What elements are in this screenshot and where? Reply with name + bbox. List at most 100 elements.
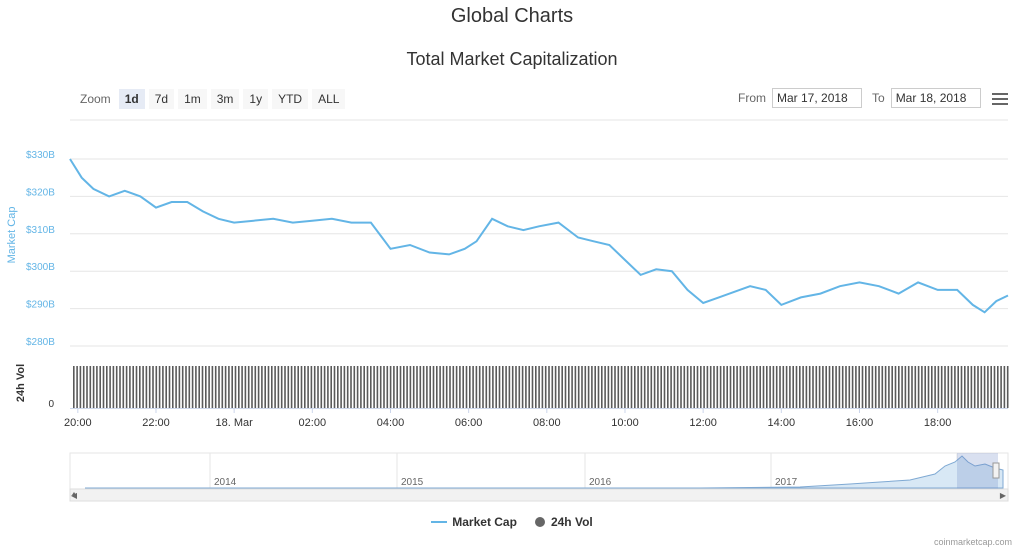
x-tick-label: 10:00: [611, 417, 639, 429]
volume-bar: [274, 366, 276, 408]
volume-bar: [964, 366, 966, 408]
volume-bar: [290, 366, 293, 408]
volume-bar: [462, 366, 464, 408]
volume-bar: [980, 366, 983, 408]
volume-bar: [630, 366, 633, 408]
to-date-input[interactable]: [890, 88, 981, 108]
volume-bar: [997, 366, 999, 408]
volume-bar: [92, 366, 95, 408]
volume-bar: [119, 366, 121, 408]
navigator-handle[interactable]: [992, 462, 1000, 479]
volume-bar: [610, 366, 613, 408]
volume-bar: [185, 366, 187, 408]
volume-bar: [472, 366, 474, 408]
volume-bar: [330, 366, 332, 408]
x-tick-label: 14:00: [768, 417, 796, 429]
volume-bar: [396, 366, 398, 408]
volume-bar: [914, 366, 917, 408]
zoom-label: Zoom: [80, 92, 111, 106]
volume-bar: [924, 366, 926, 408]
navigator-tick-label: 2015: [401, 477, 424, 488]
from-date-input[interactable]: [772, 88, 862, 108]
volume-bar: [383, 366, 385, 408]
volume-bar: [356, 366, 359, 408]
zoom-1d-button[interactable]: 1d: [118, 89, 145, 109]
volume-bar: [320, 366, 323, 408]
volume-bar: [214, 366, 217, 408]
volume-bar: [858, 366, 860, 408]
to-label: To: [872, 91, 885, 105]
line-swatch-icon: [431, 521, 448, 523]
volume-bar: [891, 366, 893, 408]
volume-bar: [673, 366, 676, 408]
x-tick-label: 12:00: [689, 417, 717, 429]
volume-bar: [848, 366, 851, 408]
date-range: From To: [738, 88, 991, 108]
volume-bar: [475, 366, 478, 408]
legend-24h-vol[interactable]: 24h Vol: [534, 515, 593, 529]
volume-bar: [571, 366, 573, 408]
zoom-toolbar: Zoom 1d 7d 1m 3m 1y YTD ALL: [80, 89, 349, 109]
volume-bar: [888, 366, 890, 408]
zoom-3m-button[interactable]: 3m: [210, 89, 240, 109]
volume-bar: [614, 366, 616, 408]
volume-bar: [898, 366, 900, 408]
volume-bar: [142, 366, 144, 408]
volume-bar: [921, 366, 923, 408]
volume-bar: [911, 366, 913, 408]
volume-bar: [594, 366, 596, 408]
volume-bar: [617, 366, 620, 408]
volume-bar: [208, 366, 210, 408]
volume-bar: [459, 366, 461, 408]
zoom-7d-button[interactable]: 7d: [148, 89, 175, 109]
volume-bar: [257, 366, 260, 408]
navigator[interactable]: 20142015201620172018 ◀ ▶: [69, 452, 1009, 502]
volume-bar: [624, 366, 626, 408]
zoom-1y-button[interactable]: 1y: [243, 89, 269, 109]
zoom-ytd-button[interactable]: YTD: [272, 89, 309, 109]
volume-bars: [70, 366, 1009, 409]
volume-bar: [346, 366, 349, 408]
volume-bar: [452, 366, 455, 408]
volume-bar: [86, 366, 88, 408]
volume-bar: [201, 366, 204, 408]
zoom-all-button[interactable]: ALL: [312, 89, 346, 109]
hamburger-menu-icon[interactable]: [992, 93, 1008, 107]
volume-bar: [957, 366, 959, 408]
zoom-1m-button[interactable]: 1m: [178, 89, 207, 109]
y-tick-label: $320B: [26, 187, 55, 198]
volume-bar: [782, 366, 785, 408]
volume-bar: [191, 366, 194, 408]
volume-bar: [221, 366, 224, 408]
volume-bar: [983, 366, 986, 408]
volume-bar: [251, 366, 253, 408]
volume-bar: [521, 366, 524, 408]
volume-bar: [574, 366, 577, 408]
scroll-left-icon[interactable]: ◀: [71, 491, 78, 500]
volume-bar: [907, 366, 910, 408]
legend-market-cap[interactable]: Market Cap: [431, 515, 517, 529]
navigator-scrollbar[interactable]: [69, 488, 1009, 502]
volume-bar: [660, 366, 662, 408]
volume-bar: [726, 366, 728, 408]
volume-bar: [429, 366, 431, 408]
volume-bar: [845, 366, 847, 408]
volume-bar: [709, 366, 712, 408]
volume-bar: [993, 366, 996, 408]
volume-bar: [115, 366, 118, 408]
volume-bar: [304, 366, 306, 408]
credits-link[interactable]: coinmarketcap.com: [933, 537, 1012, 547]
volume-bar: [442, 366, 445, 408]
volume-bar: [495, 366, 497, 408]
volume-bar: [337, 366, 339, 408]
volume-bar: [977, 366, 979, 408]
scroll-right-icon[interactable]: ▶: [1000, 491, 1007, 500]
navigator-selection[interactable]: [957, 453, 998, 489]
volume-bar: [548, 366, 550, 408]
volume-bar: [76, 366, 78, 408]
volume-bar: [904, 366, 907, 408]
volume-bar: [581, 366, 583, 408]
x-tick-label: 06:00: [455, 417, 483, 429]
volume-bar: [686, 366, 689, 408]
volume-bar: [158, 366, 161, 408]
